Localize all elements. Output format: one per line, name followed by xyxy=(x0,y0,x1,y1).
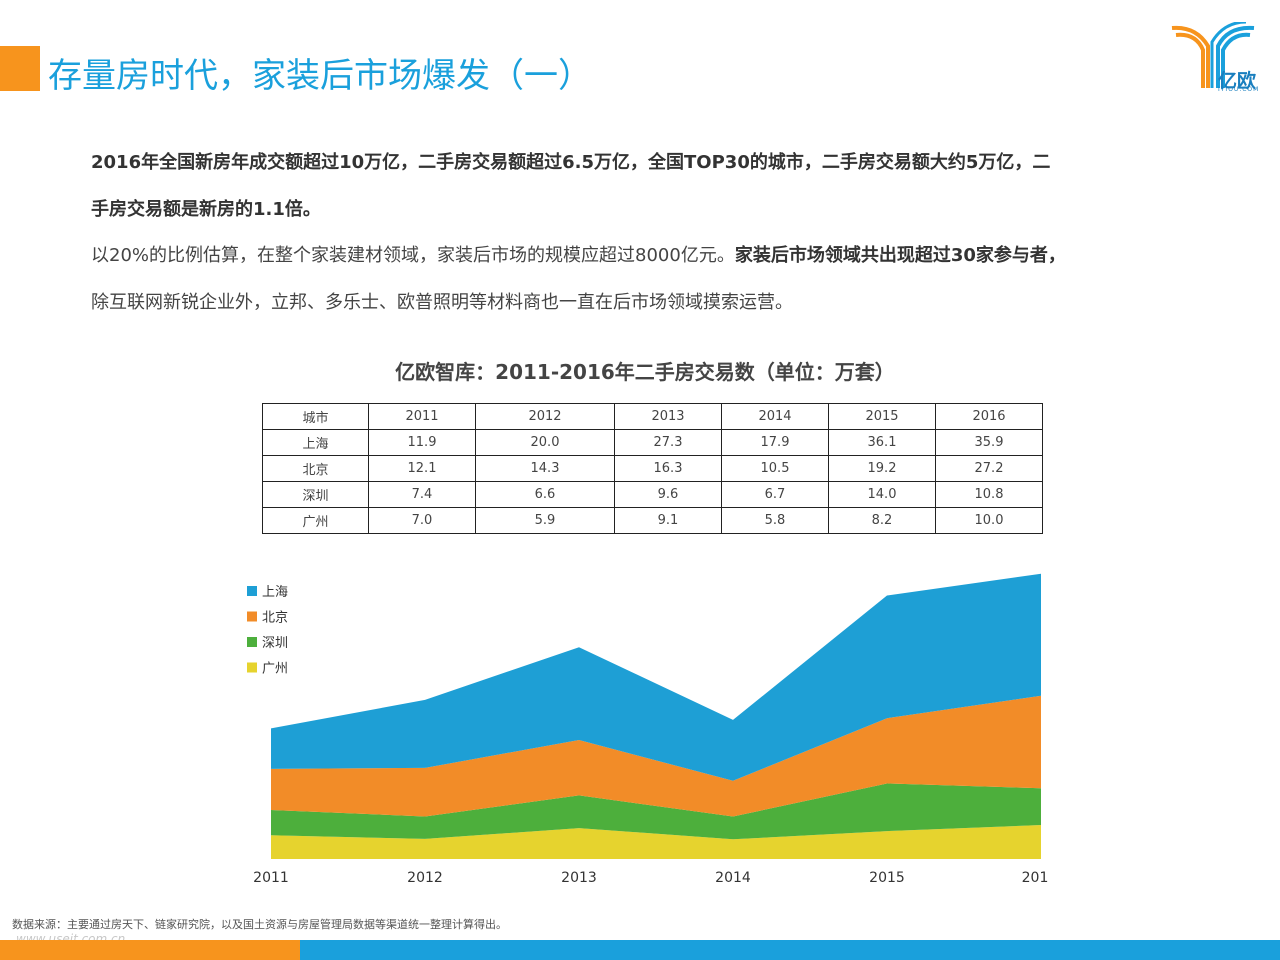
table-body: 上海 11.9 20.0 27.3 17.9 36.1 35.9 北京 12.1 14.3 16.3… xyxy=(262,429,1043,534)
footer-bar-blue xyxy=(300,940,1280,960)
table-cell: 14.0 xyxy=(828,481,936,508)
table-cell: 8.2 xyxy=(828,507,936,534)
yiou-logo-icon xyxy=(1171,22,1255,88)
table-cell: 11.9 xyxy=(368,429,476,456)
data-table: 城市 2011 2012 2013 2014 2015 2016 上海 11.9 20.0 27.… xyxy=(262,403,1043,534)
table-cell: 7.4 xyxy=(368,481,476,508)
table-header-cell: 2013 xyxy=(614,403,722,430)
legend-swatch xyxy=(247,637,257,647)
legend-label: 深圳 xyxy=(262,636,288,651)
table-header-cell: 2014 xyxy=(721,403,829,430)
chart-title: 亿欧智库：2011-2016年二手房交易数（单位：万套） xyxy=(395,360,895,384)
x-tick-label: 201 xyxy=(1022,870,1049,886)
x-tick-label: 2012 xyxy=(407,870,443,886)
table-row: 北京 12.1 14.3 16.3 10.5 19.2 27.2 xyxy=(262,455,1043,482)
table-cell: 10.0 xyxy=(935,507,1043,534)
table-cell: 36.1 xyxy=(828,429,936,456)
table-header-cell: 2011 xyxy=(368,403,476,430)
table-cell: 27.3 xyxy=(614,429,722,456)
legend-swatch xyxy=(247,586,257,596)
legend-label: 北京 xyxy=(262,611,288,626)
table-cell: 北京 xyxy=(262,455,369,482)
table-cell: 7.0 xyxy=(368,507,476,534)
table-cell: 16.3 xyxy=(614,455,722,482)
area-series-深圳 xyxy=(271,783,1041,840)
table-cell: 9.1 xyxy=(614,507,722,534)
area-series-北京 xyxy=(271,695,1041,817)
x-tick-label: 2013 xyxy=(561,870,597,886)
logo-subtext: IYIOU.COM xyxy=(1218,86,1260,93)
table-cell: 广州 xyxy=(262,507,369,534)
table-cell: 17.9 xyxy=(721,429,829,456)
table-header-cell: 2012 xyxy=(475,403,615,430)
table-cell: 10.8 xyxy=(935,481,1043,508)
table-cell: 19.2 xyxy=(828,455,936,482)
legend-swatch xyxy=(247,662,257,673)
legend-label: 广州 xyxy=(262,662,288,677)
table-header-row: 城市 2011 2012 2013 2014 2015 2016 xyxy=(262,403,1043,430)
title-accent-bar xyxy=(0,46,40,91)
paragraph1-line1: 2016年全国新房年成交额超过10万亿，二手房交易额超过6.5万亿，全国TOP3… xyxy=(91,152,1051,173)
table-header-cell: 2015 xyxy=(828,403,936,430)
table-cell: 深圳 xyxy=(262,481,369,508)
legend-label: 上海 xyxy=(262,585,288,600)
paragraph2-line1: 以20%的比例估算，在整个家装建材领域，家装后市场的规模应超过8000亿元。家装… xyxy=(91,245,1066,266)
page-title: 存量房时代，家装后市场爆发（一） xyxy=(48,56,592,96)
x-tick-label: 2011 xyxy=(253,870,289,886)
x-tick-label: 2015 xyxy=(869,870,905,886)
x-tick-label: 2014 xyxy=(715,870,751,886)
table-cell: 10.5 xyxy=(721,455,829,482)
area-series-广州 xyxy=(271,825,1041,859)
logo-text: 亿欧 xyxy=(1218,70,1257,92)
table-header-cell: 城市 xyxy=(262,403,369,430)
table-cell: 上海 xyxy=(262,429,369,456)
source-note: 数据来源：主要通过房天下、链家研究院，以及国土资源与房屋管理局数据等渠道统一整理… xyxy=(12,918,507,931)
paragraph1-line2: 手房交易额是新房的1.1倍。 xyxy=(91,199,321,220)
legend-swatch xyxy=(247,611,257,622)
paragraph2-line2: 除互联网新锐企业外，立邦、多乐士、欧普照明等材料商也一直在后市场领域摸索运营。 xyxy=(91,292,793,313)
table-row: 广州 7.0 5.9 9.1 5.8 8.2 10.0 xyxy=(262,507,1043,534)
footer-bar-orange xyxy=(0,940,300,960)
area-series-上海 xyxy=(271,573,1041,781)
table-row: 深圳 7.4 6.6 9.6 6.7 14.0 10.8 xyxy=(262,481,1043,508)
